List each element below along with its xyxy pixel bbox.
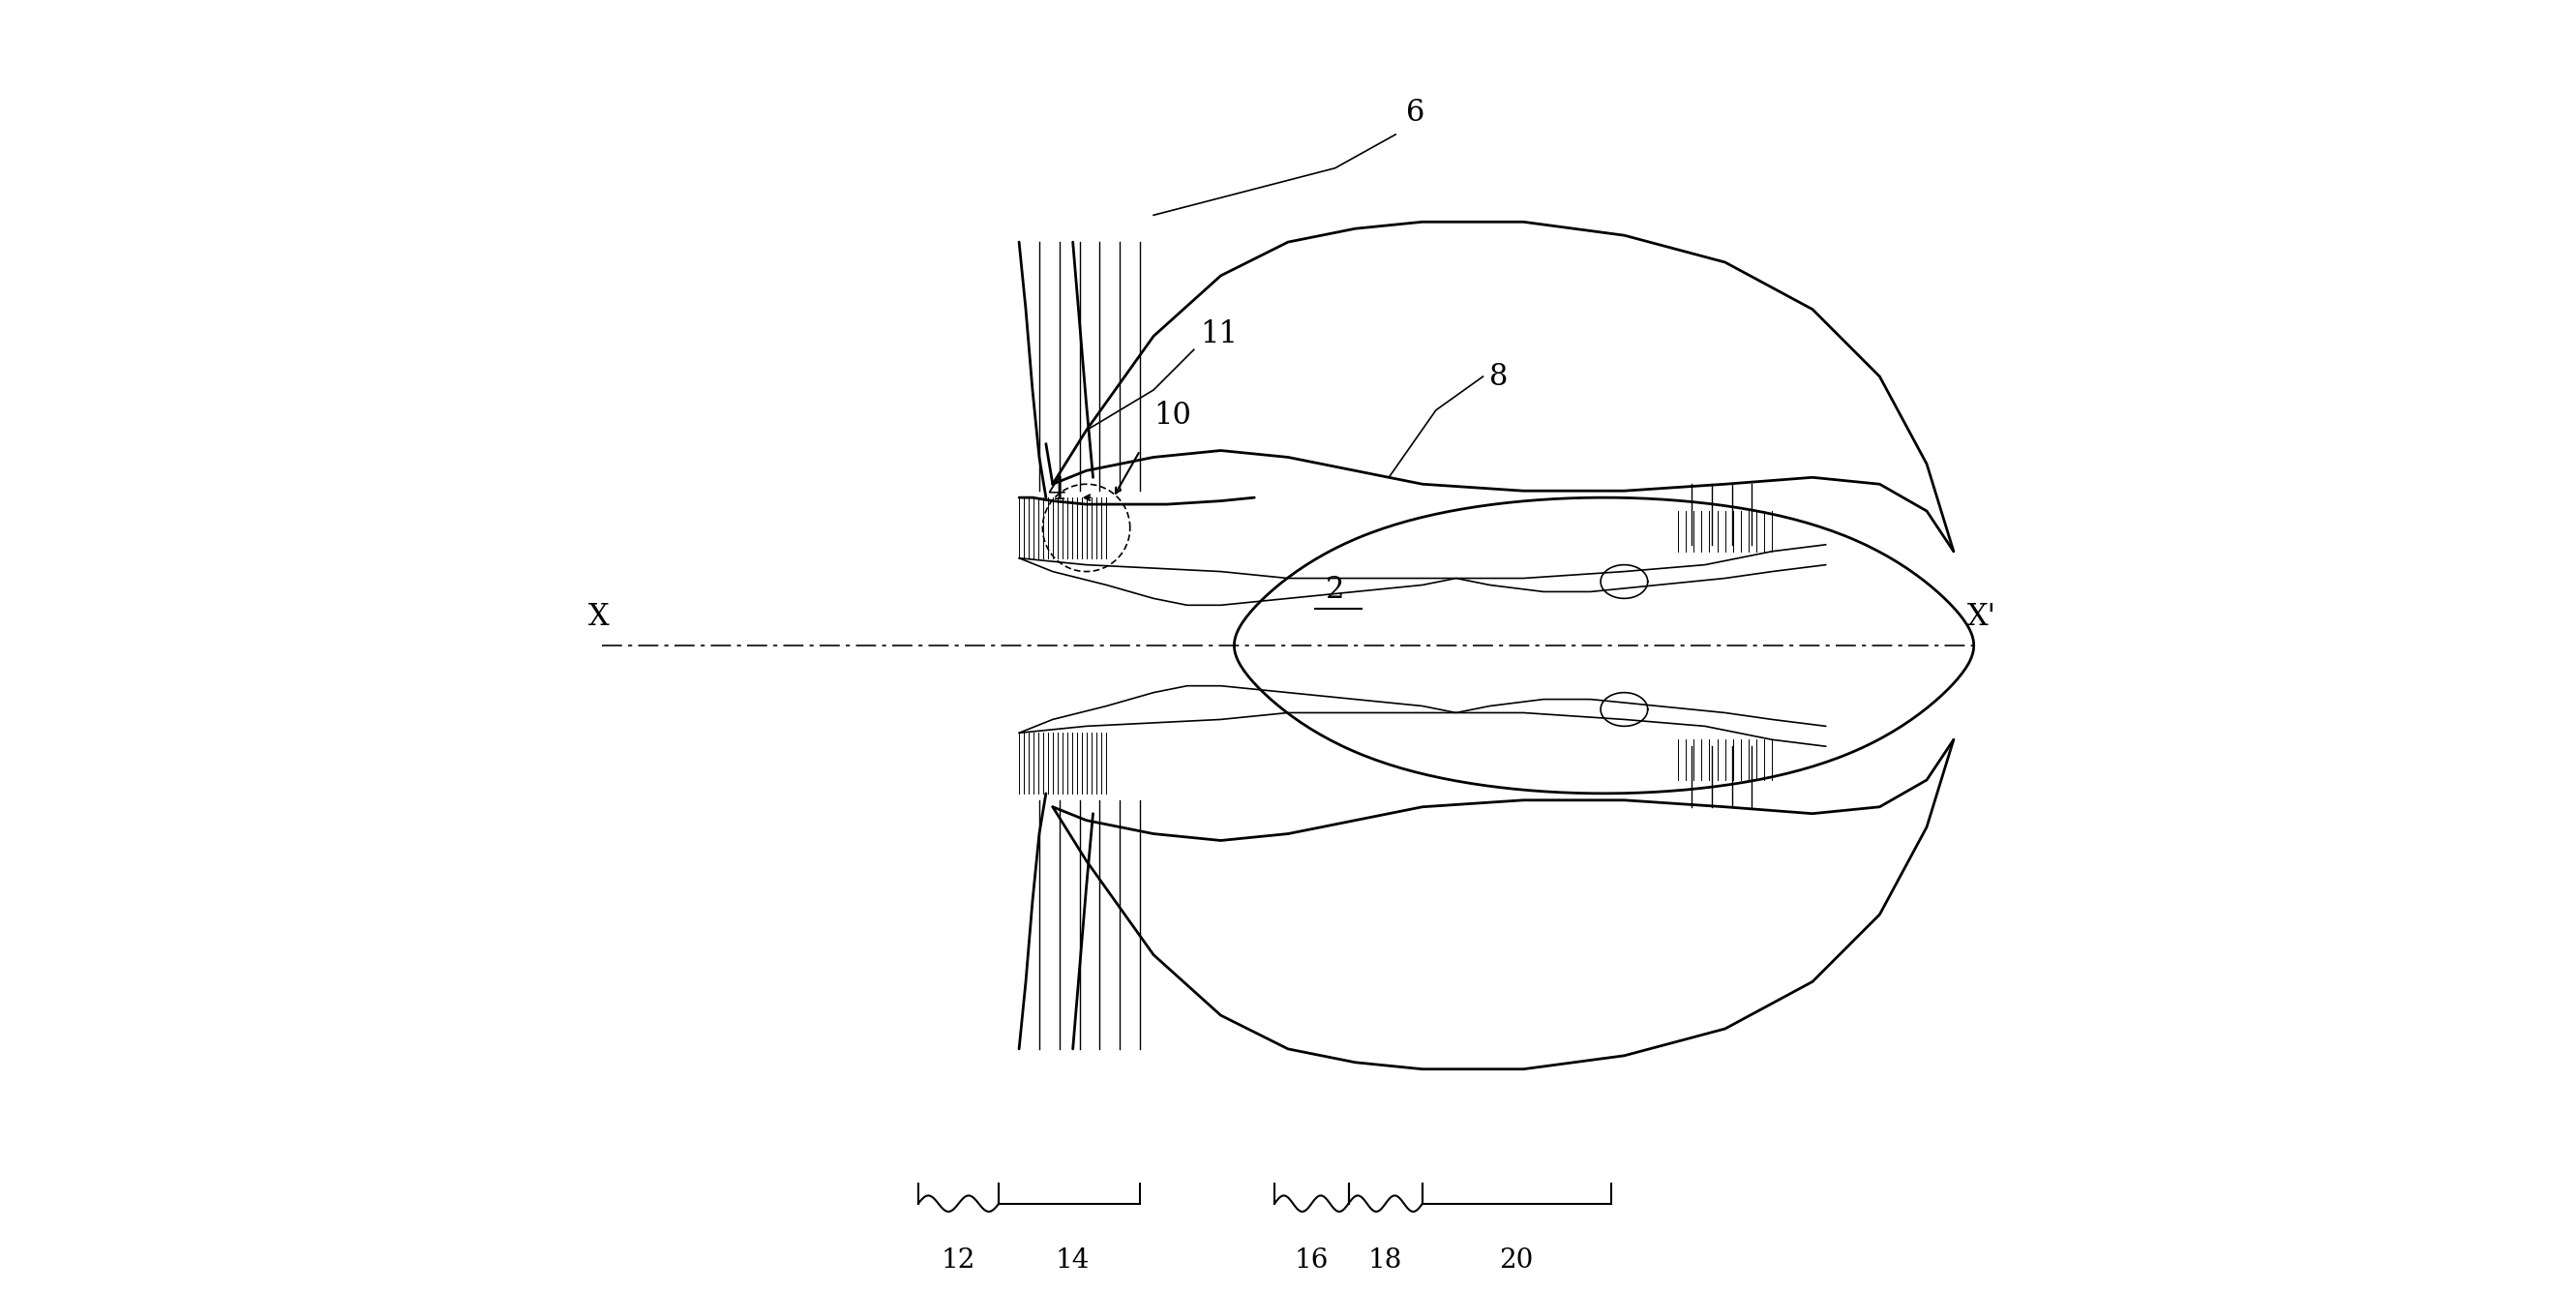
Text: 10: 10 <box>1154 400 1190 430</box>
Text: 6: 6 <box>1406 98 1425 128</box>
Text: 20: 20 <box>1499 1247 1533 1273</box>
Text: X: X <box>587 602 608 633</box>
Text: 2: 2 <box>1327 576 1345 605</box>
Text: X': X' <box>1968 602 1996 633</box>
Text: 16: 16 <box>1293 1247 1329 1273</box>
Text: 11: 11 <box>1200 320 1239 350</box>
Text: 14: 14 <box>1056 1247 1090 1273</box>
Text: 12: 12 <box>940 1247 976 1273</box>
Text: 8: 8 <box>1489 361 1510 391</box>
Text: 18: 18 <box>1368 1247 1401 1273</box>
Text: 4: 4 <box>1048 476 1066 506</box>
